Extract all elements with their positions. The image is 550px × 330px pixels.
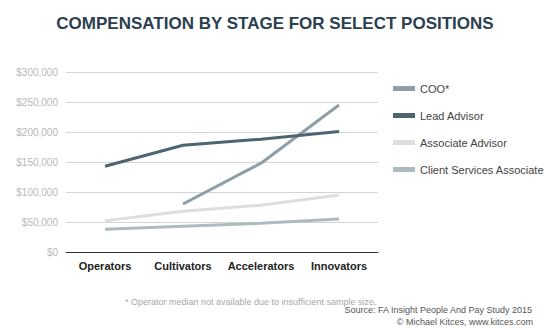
svg-text:$150,000: $150,000: [16, 157, 58, 168]
svg-text:Client Services Associate: Client Services Associate: [420, 164, 544, 176]
svg-text:Associate Advisor: Associate Advisor: [420, 137, 507, 149]
svg-text:© Michael Kitces, www.kitces.c: © Michael Kitces, www.kitces.com: [397, 317, 533, 327]
svg-text:Operators: Operators: [79, 260, 132, 272]
svg-text:Cultivators: Cultivators: [154, 260, 211, 272]
svg-text:COO*: COO*: [420, 83, 450, 95]
svg-text:$200,000: $200,000: [16, 127, 58, 138]
svg-text:$300,000: $300,000: [16, 67, 58, 78]
svg-text:Accelerators: Accelerators: [228, 260, 295, 272]
svg-text:$50,000: $50,000: [22, 217, 59, 228]
svg-text:* Operator median not availabl: * Operator median not available due to i…: [125, 297, 376, 307]
svg-text:COMPENSATION BY STAGE FOR SELE: COMPENSATION BY STAGE FOR SELECT POSITIO…: [56, 14, 493, 33]
svg-text:$100,000: $100,000: [16, 187, 58, 198]
svg-text:Lead Advisor: Lead Advisor: [420, 110, 484, 122]
svg-text:$0: $0: [47, 247, 59, 258]
svg-text:$250,000: $250,000: [16, 97, 58, 108]
svg-text:Innovators: Innovators: [311, 260, 367, 272]
svg-text:Source: FA Insight People And: Source: FA Insight People And Pay Study …: [344, 305, 532, 315]
